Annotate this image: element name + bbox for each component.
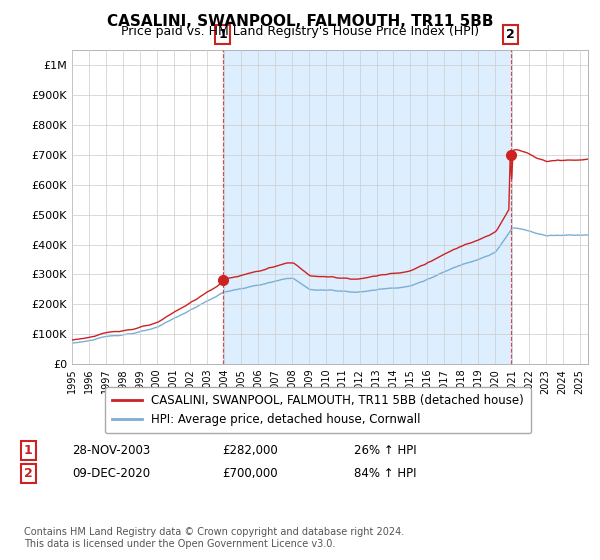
Text: 09-DEC-2020: 09-DEC-2020 [72,466,150,480]
Text: 2: 2 [506,28,515,41]
Text: 1: 1 [218,28,227,41]
Legend: CASALINI, SWANPOOL, FALMOUTH, TR11 5BB (detached house), HPI: Average price, det: CASALINI, SWANPOOL, FALMOUTH, TR11 5BB (… [105,387,531,433]
Text: 28-NOV-2003: 28-NOV-2003 [72,444,150,458]
Text: 1: 1 [24,444,33,458]
Text: 84% ↑ HPI: 84% ↑ HPI [354,466,416,480]
Text: 2: 2 [24,466,33,480]
Text: 26% ↑ HPI: 26% ↑ HPI [354,444,416,458]
Text: £700,000: £700,000 [222,466,278,480]
Text: Price paid vs. HM Land Registry's House Price Index (HPI): Price paid vs. HM Land Registry's House … [121,25,479,38]
Text: CASALINI, SWANPOOL, FALMOUTH, TR11 5BB: CASALINI, SWANPOOL, FALMOUTH, TR11 5BB [107,14,493,29]
Text: Contains HM Land Registry data © Crown copyright and database right 2024.
This d: Contains HM Land Registry data © Crown c… [24,527,404,549]
Text: £282,000: £282,000 [222,444,278,458]
Bar [223,50,511,364]
